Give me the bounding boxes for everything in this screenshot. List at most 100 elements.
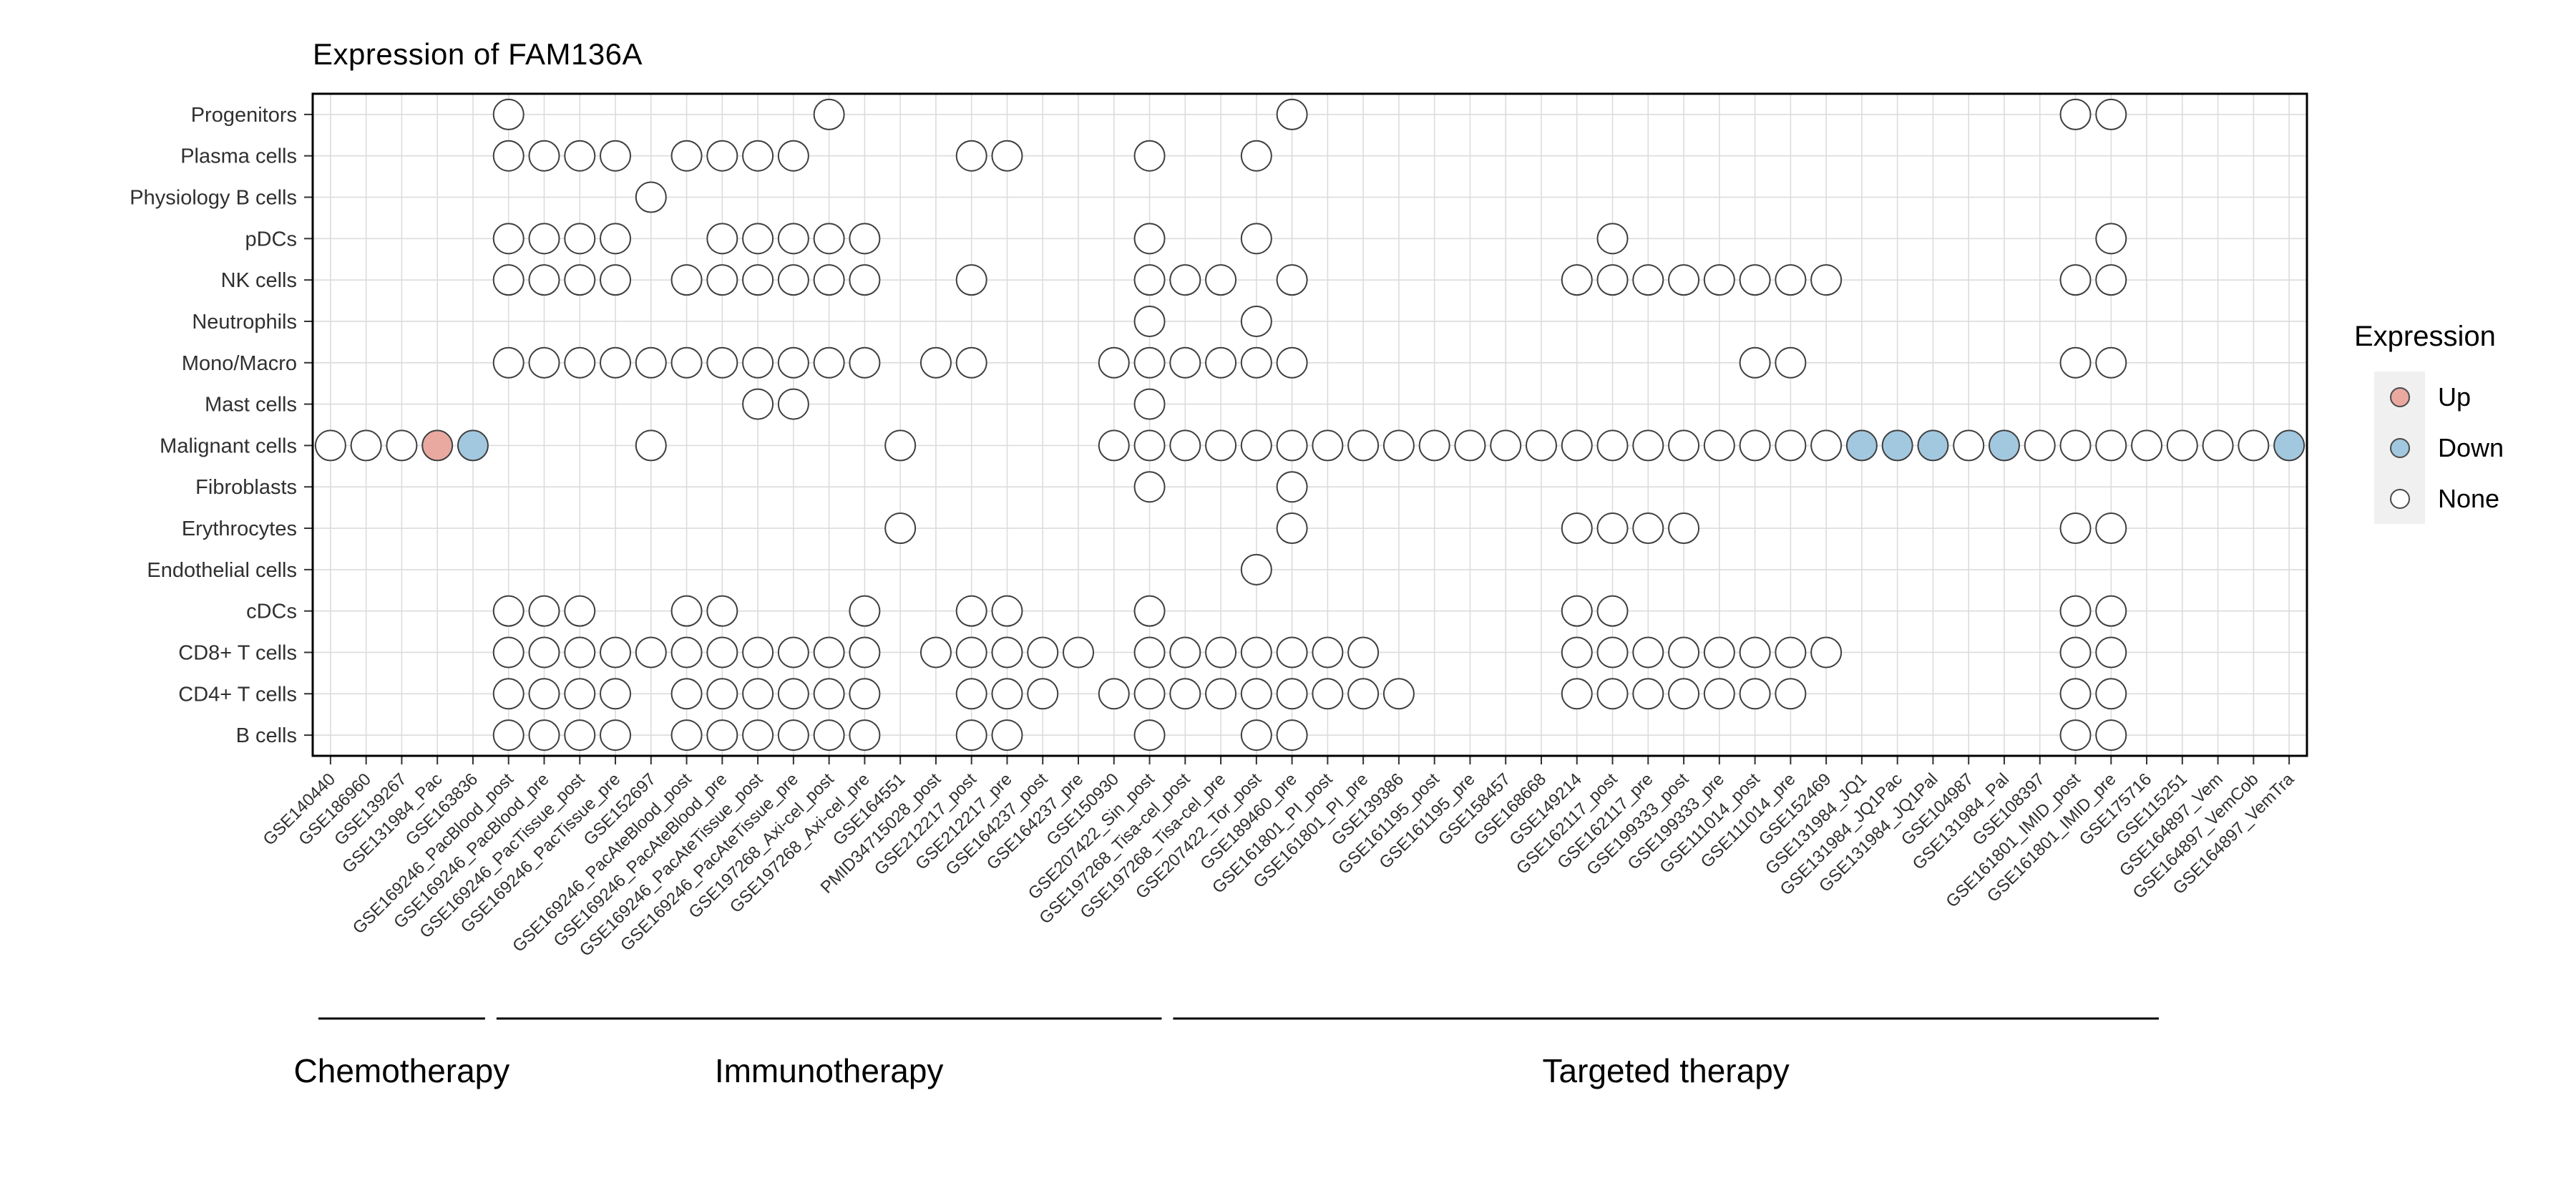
expression-dot-none (777, 388, 809, 420)
expression-dot-none (2059, 98, 2092, 130)
legend-item-none: None (2374, 473, 2504, 524)
row-label: Malignant cells (160, 434, 297, 457)
expression-dot-none (1133, 140, 1166, 172)
expression-dot-none (528, 678, 560, 710)
legend-item-label: Up (2438, 381, 2472, 412)
expression-dot-none (1205, 264, 1237, 296)
chart-title: Expression of FAM136A (313, 37, 643, 71)
expression-dot-none (528, 140, 560, 172)
expression-dot-none (1561, 678, 1593, 710)
legend-item-up: Up (2374, 371, 2504, 422)
expression-dot-none (1703, 429, 1735, 462)
expression-dot-none (670, 595, 703, 627)
expression-dot-none (492, 595, 525, 627)
row-label: Fibroblasts (195, 476, 297, 499)
expression-dot-none (1561, 595, 1593, 627)
expression-dot-none (2095, 595, 2127, 627)
expression-dot-none (2059, 264, 2092, 296)
expression-dot-none (492, 678, 525, 710)
expression-dot-none (1098, 429, 1130, 462)
expression-dot-none (2059, 429, 2092, 462)
expression-dot-none (1596, 429, 1629, 462)
expression-dot-none (813, 223, 845, 255)
expression-dot-none (564, 223, 596, 255)
expression-dot-none (706, 140, 738, 172)
expression-dot-none (1382, 429, 1415, 462)
expression-dot-none (600, 636, 632, 669)
expression-dot-none (1169, 678, 1201, 710)
expression-dot-none (1739, 678, 1771, 710)
expression-dot-none (2059, 678, 2092, 710)
expression-dot-none (1133, 346, 1166, 379)
expression-dot-none (670, 678, 703, 710)
expression-dot-none (1953, 429, 1985, 462)
legend-key (2374, 371, 2425, 422)
expression-dot-none (884, 512, 917, 545)
expression-dot-none (813, 678, 845, 710)
expression-dot-none (600, 678, 632, 710)
expression-dot-none (777, 140, 809, 172)
expression-dot-none (849, 264, 881, 296)
expression-dot-none (849, 678, 881, 710)
expression-dot-none (600, 346, 632, 379)
expression-dot-none (1133, 471, 1166, 503)
expression-dot-none (991, 719, 1023, 752)
expression-dot-down (2273, 429, 2306, 462)
expression-dot-none (955, 595, 987, 627)
expression-dot-none (1347, 636, 1380, 669)
expression-dot-none (1739, 636, 1771, 669)
expression-dot-none (1596, 264, 1629, 296)
expression-dot-none (706, 636, 738, 669)
expression-dot-none (777, 264, 809, 296)
expression-dot-none (777, 223, 809, 255)
expression-dot-none (564, 140, 596, 172)
expression-dot-none (492, 223, 525, 255)
expression-dot-none (813, 719, 845, 752)
expression-dot-none (1739, 429, 1771, 462)
expression-dot-none (2095, 719, 2127, 752)
expression-dot-none (492, 636, 525, 669)
legend-key (2374, 473, 2425, 524)
expression-dot-none (1027, 636, 1059, 669)
expression-dot-none (1133, 678, 1166, 710)
expression-dot-none (1703, 636, 1735, 669)
expression-dot-none (1169, 429, 1201, 462)
expression-dot-none (314, 429, 346, 462)
expression-dot-none (1561, 636, 1593, 669)
row-label: Erythrocytes (182, 517, 297, 540)
expression-dot-none (1490, 429, 1522, 462)
expression-dot-none (1133, 429, 1166, 462)
expression-dot-none (1632, 264, 1664, 296)
expression-dot-none (2095, 264, 2127, 296)
expression-dot-none (528, 223, 560, 255)
expression-dot-none (2095, 429, 2127, 462)
expression-dot-none (742, 223, 774, 255)
expression-dot-none (600, 264, 632, 296)
expression-dot-none (2024, 429, 2056, 462)
expression-dot-none (991, 140, 1023, 172)
legend-items: Up Down None (2374, 371, 2504, 524)
row-label: pDCs (245, 228, 297, 251)
expression-dot-none (528, 636, 560, 669)
row-label: NK cells (221, 269, 297, 292)
legend-title: Expression (2354, 321, 2496, 352)
expression-dot-none (1810, 264, 1843, 296)
expression-dot-none (955, 140, 987, 172)
down-dot-icon (2389, 437, 2410, 458)
expression-dot-none (564, 636, 596, 669)
expression-dot-up (421, 429, 454, 462)
expression-dot-none (1276, 429, 1308, 462)
expression-dot-none (991, 678, 1023, 710)
expression-dot-none (635, 346, 667, 379)
expression-dot-none (635, 429, 667, 462)
expression-dot-none (849, 346, 881, 379)
expression-dot-none (528, 595, 560, 627)
expression-legend: Expression Up Down None (2354, 321, 2504, 524)
expression-dot-none (670, 719, 703, 752)
expression-dot-none (528, 346, 560, 379)
expression-dot-none (1668, 512, 1700, 545)
expression-dot-none (742, 636, 774, 669)
expression-dot-none (1027, 678, 1059, 710)
expression-dot-none (1240, 305, 1272, 337)
